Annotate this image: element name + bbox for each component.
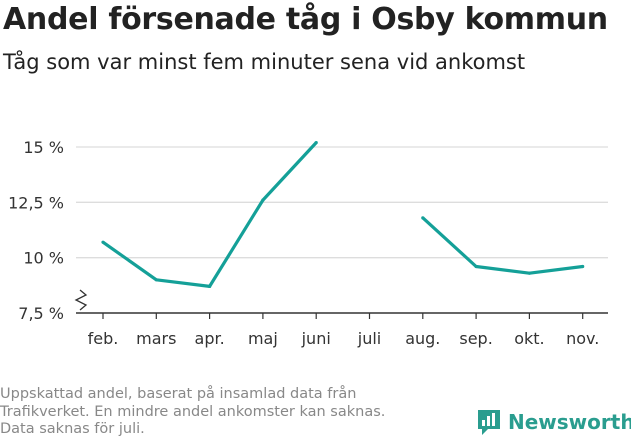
y-tick-label: 10 %: [23, 249, 64, 268]
line-chart: 7,5 % 10 % 12,5 % 15 % feb. mars apr. maj juni j…: [8, 138, 608, 348]
footnote-line: Trafikverket. En mindre andel ankomster …: [0, 403, 386, 420]
y-axis-tick-labels: 7,5 % 10 % 12,5 % 15 %: [8, 138, 64, 323]
data-point: [421, 216, 425, 220]
x-tick-label: feb.: [88, 329, 119, 348]
x-tick-label: maj: [248, 329, 278, 348]
data-point: [581, 264, 585, 269]
data-point: [208, 284, 212, 289]
data-point: [101, 240, 105, 244]
footnote: Uppskattad andel, baserat på insamlad da…: [0, 386, 440, 439]
x-axis: feb. mars apr. maj juni juli aug. sep. okt. nov.: [74, 289, 608, 348]
x-tick-label: okt.: [514, 329, 544, 348]
axis-break-icon: [74, 289, 88, 311]
x-tick-label: mars: [136, 329, 176, 348]
y-tick-label: 15 %: [23, 138, 64, 157]
footnote-line: Uppskattad andel, baserat på insamlad da…: [0, 386, 357, 402]
data-point: [527, 271, 532, 275]
x-tick-label: sep.: [459, 329, 492, 348]
data-point: [314, 140, 318, 145]
series-line-segment: [421, 216, 583, 275]
y-tick-label: 7,5 %: [18, 304, 64, 323]
footnote-line: Data saknas för juli.: [0, 421, 145, 437]
chart-subtitle: Tåg som var minst fem minuter sena vid a…: [3, 50, 526, 74]
newsworthy-chart-icon: [478, 410, 500, 435]
chart-title: Andel försenade tåg i Osby kommun: [3, 2, 608, 37]
data-point: [261, 198, 265, 202]
x-tick-label: juni: [301, 329, 331, 348]
x-tick-label: nov.: [566, 329, 599, 348]
x-tick-label: aug.: [405, 329, 440, 348]
brand-name: Newsworthy: [508, 410, 631, 434]
grid-lines: [76, 146, 608, 259]
data-point: [474, 264, 478, 269]
y-tick-label: 12,5 %: [8, 193, 64, 212]
data-point: [154, 278, 158, 282]
newsworthy-logo[interactable]: Newsworthy: [476, 407, 631, 437]
x-tick-label: juli: [357, 329, 381, 348]
x-tick-label: apr.: [195, 329, 225, 348]
series-line-segment: [102, 141, 318, 288]
series-line: [101, 140, 585, 289]
